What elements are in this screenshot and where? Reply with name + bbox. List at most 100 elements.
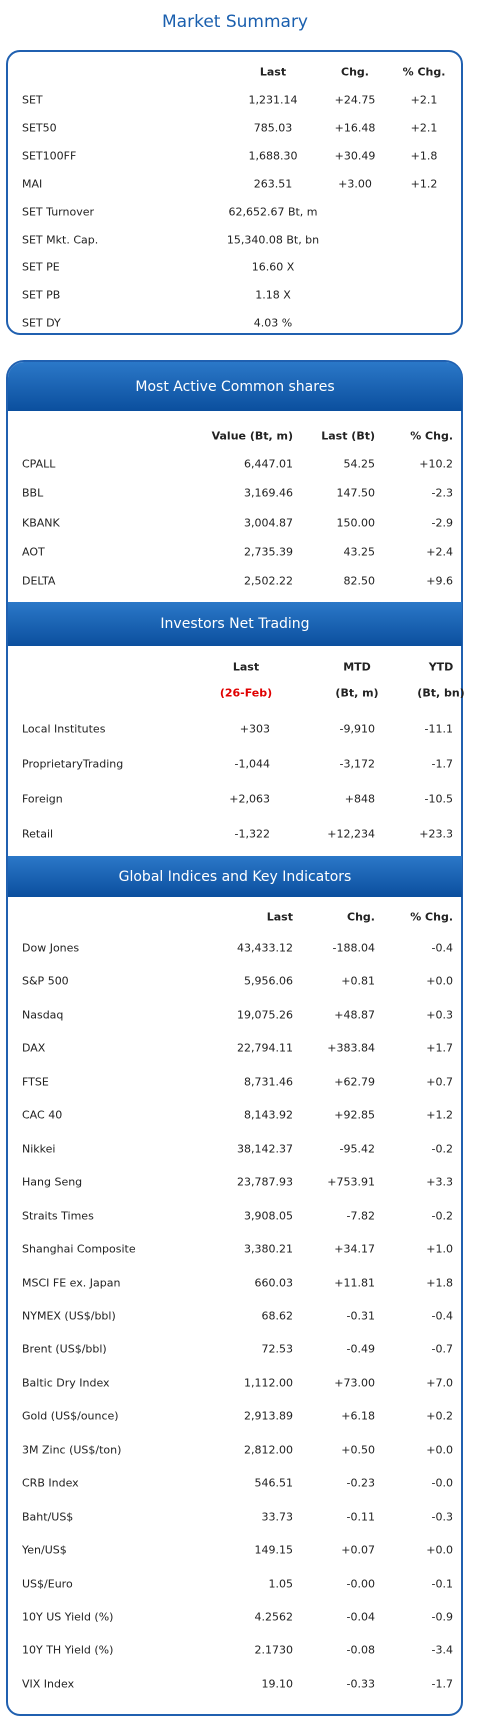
cell: 4.03 %	[253, 316, 293, 330]
row-label: CAC 40	[22, 1108, 63, 1122]
cell: 8,143.92	[244, 1108, 293, 1122]
cell: +0.07	[341, 1543, 375, 1557]
cell: -0.4	[431, 941, 453, 955]
cell: 8,731.46	[244, 1075, 293, 1089]
row-label: SET	[22, 93, 43, 107]
column-header: Chg.	[341, 65, 369, 79]
cell: 1,231.14	[248, 93, 298, 107]
cell: +0.50	[341, 1443, 375, 1457]
row-label: VIX Index	[22, 1677, 75, 1691]
cell: 6,447.01	[244, 457, 293, 471]
main-box	[6, 360, 463, 1716]
cell: 546.51	[254, 1476, 294, 1490]
cell: -1,044	[234, 757, 270, 771]
cell: -0.11	[346, 1510, 375, 1524]
cell: 263.51	[253, 177, 293, 191]
row-label: Retail	[22, 827, 54, 841]
cell: -9,910	[339, 722, 375, 736]
row-label: Shanghai Composite	[22, 1242, 136, 1256]
cell: -0.04	[346, 1610, 375, 1624]
cell: 2,735.39	[244, 545, 293, 559]
cell: +1.0	[426, 1242, 453, 1256]
cell: +1.8	[410, 149, 438, 163]
row-label: Nikkei	[22, 1142, 56, 1156]
cell: +9.6	[426, 574, 453, 588]
row-label: Hang Seng	[22, 1175, 83, 1189]
cell: +848	[344, 792, 375, 806]
row-label: Gold (US$/ounce)	[22, 1409, 119, 1423]
row-label: SET100FF	[22, 149, 77, 163]
cell: +12,234	[327, 827, 375, 841]
cell: -0.7	[431, 1342, 453, 1356]
cell: 38,142.37	[237, 1142, 293, 1156]
cell: -1,322	[234, 827, 270, 841]
column-header: YTD	[428, 660, 454, 674]
cell: 23,787.93	[237, 1175, 293, 1189]
row-label: Baht/US$	[22, 1510, 74, 1524]
cell: -0.1	[431, 1577, 453, 1591]
cell: +753.91	[327, 1175, 375, 1189]
row-label: 3M Zinc (US$/ton)	[22, 1443, 122, 1457]
cell: -1.7	[431, 757, 453, 771]
cell: -1.7	[431, 1677, 453, 1691]
cell: -0.0	[431, 1476, 453, 1490]
row-label: KBANK	[22, 516, 60, 530]
cell: -10.5	[424, 792, 453, 806]
row-label: S&P 500	[22, 974, 69, 988]
cell: 22,794.11	[237, 1041, 293, 1055]
cell: +1.2	[410, 177, 438, 191]
cell: +383.84	[327, 1041, 375, 1055]
cell: +1.7	[426, 1041, 453, 1055]
section-title: Market Summary	[162, 12, 308, 32]
cell: 785.03	[253, 121, 293, 135]
cell: +0.0	[426, 1543, 453, 1557]
cell: -0.2	[431, 1142, 453, 1156]
cell: 149.15	[254, 1543, 294, 1557]
row-label: SET Turnover	[22, 205, 94, 219]
cell: 1.05	[268, 1577, 294, 1591]
cell: +2.1	[410, 121, 438, 135]
cell: 19.10	[261, 1677, 294, 1691]
cell: +11.81	[334, 1276, 375, 1289]
cell: 660.03	[254, 1276, 294, 1289]
cell: +6.18	[341, 1409, 375, 1423]
cell: 2,913.89	[244, 1409, 293, 1423]
cell: 62,652.67 Bt, m	[228, 205, 318, 219]
row-label: FTSE	[22, 1075, 49, 1089]
cell: -0.4	[431, 1309, 453, 1323]
cell: +2,063	[229, 792, 270, 806]
cell: 3,908.05	[244, 1209, 293, 1223]
row-label: 10Y TH Yield (%)	[22, 1643, 114, 1657]
cell: 2,812.00	[244, 1443, 293, 1457]
cell: +62.79	[334, 1075, 375, 1089]
row-label: US$/Euro	[22, 1577, 73, 1591]
cell: +92.85	[334, 1108, 375, 1122]
cell: 147.50	[336, 486, 376, 500]
cell: -2.9	[431, 516, 453, 530]
cell: +24.75	[334, 93, 376, 107]
column-subheader: (Bt, m)	[335, 686, 379, 700]
cell: -0.33	[346, 1677, 375, 1691]
row-label: SET PE	[22, 260, 60, 274]
row-label: ProprietaryTrading	[22, 757, 124, 771]
cell: 54.25	[343, 457, 376, 471]
row-label: Dow Jones	[22, 941, 80, 955]
cell: 15,340.08 Bt, bn	[226, 233, 320, 246]
cell: 19,075.26	[237, 1008, 293, 1022]
market-summary-box	[6, 50, 463, 335]
cell: +10.2	[419, 457, 453, 471]
row-label: SET50	[22, 121, 57, 135]
row-label: NYMEX (US$/bbl)	[22, 1309, 116, 1323]
cell: +2.4	[426, 545, 453, 559]
cell: -0.2	[431, 1209, 453, 1223]
cell: 43,433.12	[237, 941, 293, 955]
cell: 33.73	[261, 1510, 294, 1524]
cell: +73.00	[334, 1376, 375, 1390]
column-header: % Chg.	[410, 429, 453, 443]
row-label: Straits Times	[22, 1209, 94, 1223]
row-label: DAX	[22, 1041, 46, 1055]
cell: 1.18 X	[255, 288, 291, 302]
cell: 5,956.06	[244, 974, 293, 988]
column-header: Last (Bt)	[321, 429, 375, 443]
